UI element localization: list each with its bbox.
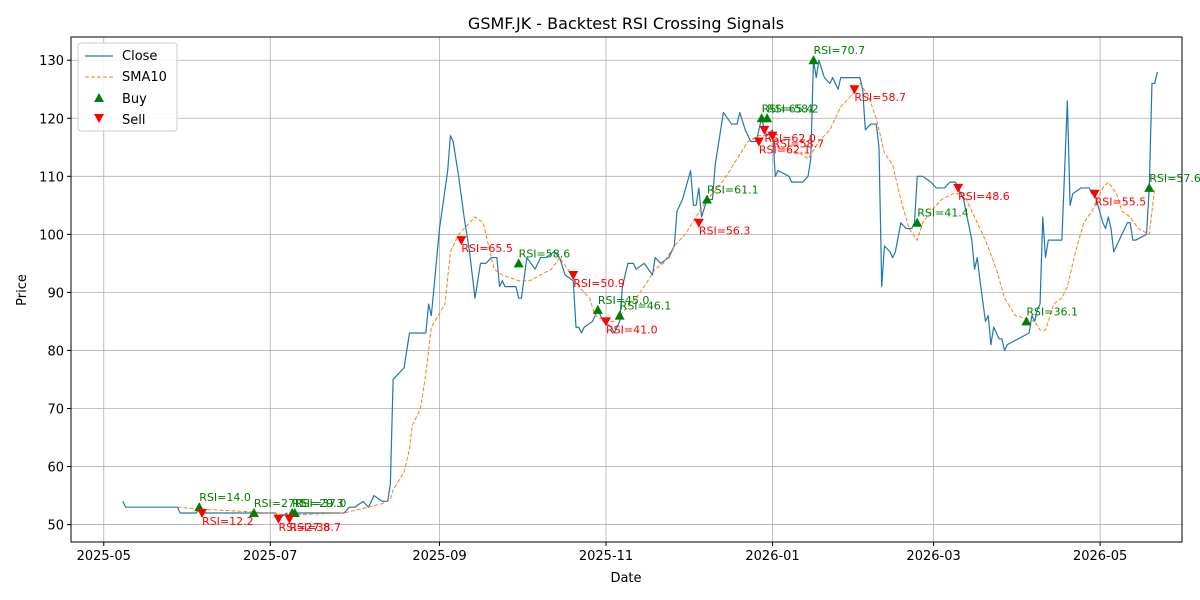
buy-annotation: RSI=57.6	[1149, 172, 1200, 185]
x-tick-label: 2026-05	[1073, 549, 1127, 564]
buy-annotation: RSI=45.0	[598, 294, 650, 307]
legend-sma-label: SMA10	[122, 70, 167, 85]
grid	[71, 37, 1182, 542]
sell-marker	[753, 137, 764, 147]
sell-marker	[197, 508, 208, 518]
sell-marker	[1089, 189, 1100, 199]
y-tick-label: 50	[47, 519, 64, 534]
buy-annotation: RSI=14.0	[199, 491, 251, 504]
x-tick-label: 2025-09	[412, 549, 466, 564]
sell-marker	[693, 218, 704, 228]
y-tick-label: 110	[39, 170, 64, 185]
buy-annotation: RSI=65.4	[762, 102, 814, 115]
buy-annotation: RSI=36.1	[1026, 305, 1078, 318]
buy-marker	[614, 310, 625, 320]
buy-annotation: RSI=58.2	[767, 102, 819, 115]
buy-annotation: RSI=29.3	[292, 497, 344, 510]
buy-marker	[1144, 182, 1155, 192]
x-axis-label: Date	[610, 571, 641, 586]
sma10-line	[177, 82, 1156, 516]
y-axis-label: Price	[15, 274, 30, 306]
buy-marker	[702, 194, 713, 204]
buy-marker	[194, 502, 205, 512]
legend-buy-label: Buy	[122, 92, 147, 107]
sell-annotation: RSI=27.8	[278, 521, 330, 534]
buy-annotation: RSI=41.4	[917, 207, 969, 220]
buy-marker	[808, 55, 819, 65]
plot-area	[122, 59, 1159, 520]
sell-annotation: RSI=41.0	[606, 323, 658, 336]
sell-marker	[456, 236, 467, 246]
buy-marker	[912, 217, 923, 227]
sell-marker	[767, 131, 778, 141]
sell-marker	[568, 270, 579, 280]
sell-annotation: RSI=58.7	[854, 91, 906, 104]
y-tick-label: 120	[39, 112, 64, 127]
buy-annotation: RSI=58.6	[519, 247, 571, 260]
buy-marker	[248, 507, 259, 517]
sell-marker	[601, 317, 612, 327]
buy-annotation: RSI=37.0	[295, 497, 347, 510]
sell-marker	[273, 514, 284, 524]
sell-annotation: RSI=50.9	[573, 277, 625, 290]
sell-marker	[759, 125, 770, 135]
sell-annotation: RSI=56.3	[699, 225, 751, 238]
legend-sell-label: Sell	[122, 113, 145, 128]
buy-marker	[592, 304, 603, 314]
sell-marker	[953, 183, 964, 193]
buy-marker	[1021, 316, 1032, 326]
chart-title: GSMF.JK - Backtest RSI Crossing Signals	[468, 14, 784, 33]
legend: Close SMA10 Buy Sell	[77, 42, 178, 132]
x-tick-label: 2026-03	[906, 549, 960, 564]
buy-marker	[513, 258, 524, 268]
x-axis: 2025-05 2025-07 2025-09 2025-11 2026-01 2026-…	[77, 542, 1127, 564]
sell-marker	[849, 85, 860, 95]
buy-annotation: RSI=61.1	[707, 184, 759, 197]
y-axis: 50 60 70 80 90 100 110 120 130	[39, 54, 71, 534]
sell-annotation: RSI=65.5	[461, 242, 513, 255]
buy-annotation: RSI=70.7	[813, 44, 865, 57]
sell-annotation: RSI=48.6	[958, 190, 1010, 203]
y-tick-label: 90	[47, 286, 64, 301]
buy-annotation: RSI=27.1	[254, 497, 306, 510]
x-tick-label: 2025-05	[77, 549, 131, 564]
y-tick-label: 70	[47, 402, 64, 417]
legend-sell-marker	[94, 114, 104, 123]
legend-buy-marker	[94, 93, 104, 102]
x-tick-label: 2026-01	[745, 549, 799, 564]
x-tick-label: 2025-07	[243, 549, 297, 564]
sell-annotation: RSI=58.7	[773, 138, 825, 151]
sell-marker	[284, 514, 295, 524]
sell-annotation: RSI=38.7	[289, 521, 341, 534]
x-tick-label: 2025-11	[579, 549, 633, 564]
sell-annotation: RSI=62.0	[764, 132, 816, 145]
sell-annotation: RSI=12.2	[202, 515, 254, 528]
close-line	[122, 59, 1159, 520]
y-tick-label: 100	[39, 228, 64, 243]
buy-marker	[289, 507, 300, 517]
sell-annotation: RSI=55.5	[1095, 196, 1147, 209]
y-tick-label: 130	[39, 54, 64, 69]
sell-annotation: RSI=62.1	[759, 143, 811, 156]
y-tick-label: 80	[47, 344, 64, 359]
axes-frame	[70, 36, 1183, 543]
buy-annotation: RSI=46.1	[620, 300, 672, 313]
buy-marker	[762, 113, 773, 123]
legend-close-label: Close	[122, 49, 157, 64]
y-tick-label: 60	[47, 461, 64, 476]
legend-box	[77, 42, 178, 132]
